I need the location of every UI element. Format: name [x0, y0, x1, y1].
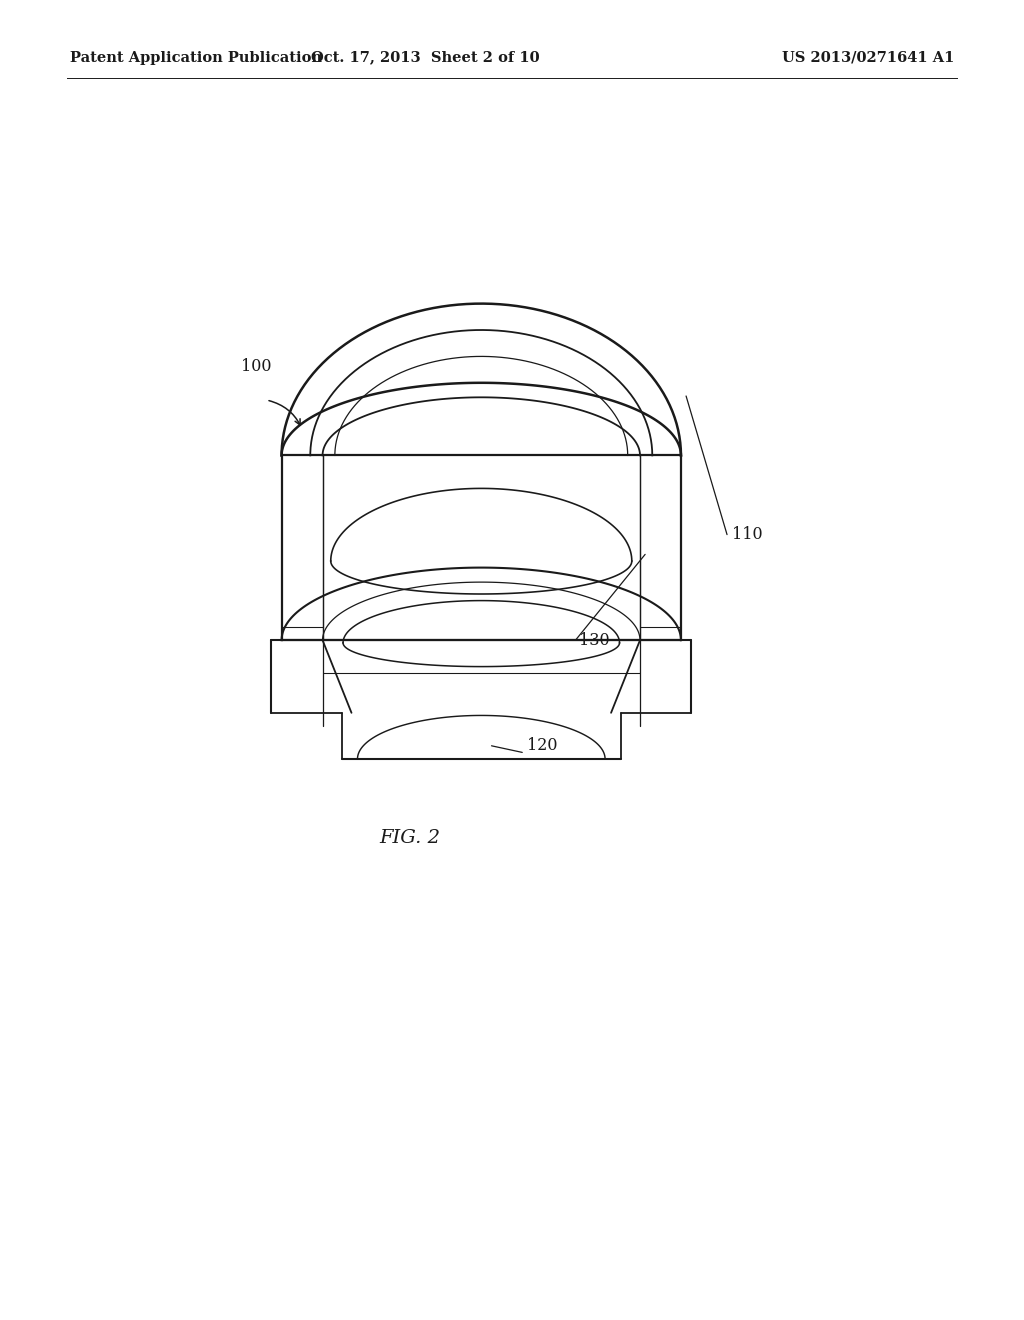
Text: 100: 100 [241, 359, 271, 375]
Text: 120: 120 [527, 738, 558, 754]
Text: US 2013/0271641 A1: US 2013/0271641 A1 [782, 50, 954, 65]
Text: 110: 110 [732, 527, 763, 543]
Text: Oct. 17, 2013  Sheet 2 of 10: Oct. 17, 2013 Sheet 2 of 10 [310, 50, 540, 65]
Text: FIG. 2: FIG. 2 [379, 829, 440, 847]
Text: Patent Application Publication: Patent Application Publication [70, 50, 322, 65]
Text: 130: 130 [579, 632, 609, 648]
